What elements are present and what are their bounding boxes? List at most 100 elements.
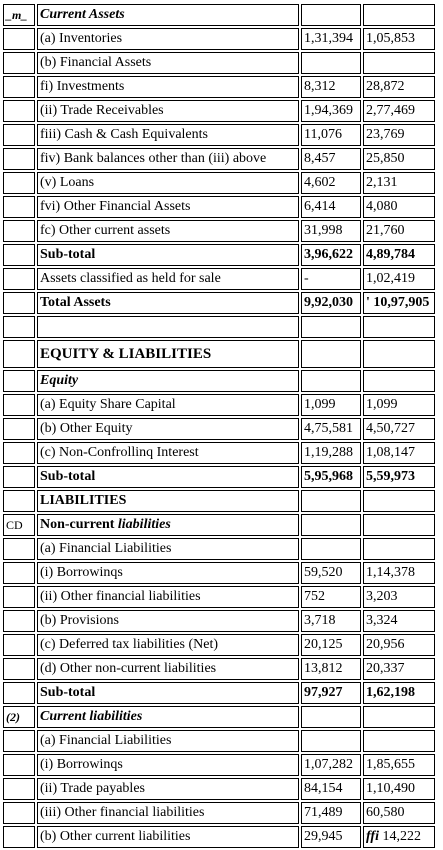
table-row: fi) Investments 8,312 28,872 — [3, 76, 435, 98]
table-row: (ii) Other financial liabilities 752 3,203 — [3, 586, 435, 608]
value-previous-year — [363, 706, 435, 728]
row-marker — [3, 658, 35, 680]
table-row: Sub-total 3,96,622 4,89,784 — [3, 244, 435, 266]
table-row: (b) Provisions 3,718 3,324 — [3, 610, 435, 632]
row-label: fiv) Bank balances other than (iii) abov… — [37, 148, 299, 170]
value-current-year — [301, 730, 361, 752]
row-label: (iii) Other financial liabilities — [37, 802, 299, 824]
value-previous-year: 1,14,378 — [363, 562, 435, 584]
value-current-year: 20,125 — [301, 634, 361, 656]
value-current-year: 3,718 — [301, 610, 361, 632]
value-current-year: 1,07,282 — [301, 754, 361, 776]
row-marker — [3, 562, 35, 584]
row-label: (a) Financial Liabilities — [37, 730, 299, 752]
value-current-year: 84,154 — [301, 778, 361, 800]
row-label: Sub-total — [37, 244, 299, 266]
value-previous-year — [363, 52, 435, 74]
table-row: (v) Loans 4,602 2,131 — [3, 172, 435, 194]
row-label: EQUITY & LIABILITIES — [37, 340, 299, 368]
value-previous-year: 20,956 — [363, 634, 435, 656]
value-previous-year — [363, 538, 435, 560]
value-current-year: 1,099 — [301, 394, 361, 416]
value-previous-year — [363, 4, 435, 26]
value-previous-year: 1,85,655 — [363, 754, 435, 776]
row-label: (a) Equity Share Capital — [37, 394, 299, 416]
table-row: (a) Financial Liabilities — [3, 730, 435, 752]
row-marker — [3, 730, 35, 752]
row-label: (c) Deferred tax liabilities (Net) — [37, 634, 299, 656]
value-current-year — [301, 340, 361, 368]
table-row: (a) Financial Liabilities — [3, 538, 435, 560]
value-previous-year: 2,131 — [363, 172, 435, 194]
table-row: _m_ Current Assets — [3, 4, 435, 26]
value-current-year — [301, 514, 361, 536]
table-row: (b) Other current liabilities 29,945 ffi 1… — [3, 826, 435, 848]
row-marker: (2) — [3, 706, 35, 728]
row-label: (ii) Other financial liabilities — [37, 586, 299, 608]
row-label: (b) Provisions — [37, 610, 299, 632]
value-current-year: 1,94,369 — [301, 100, 361, 122]
value-current-year: 29,945 — [301, 826, 361, 848]
value-previous-year: 1,10,490 — [363, 778, 435, 800]
row-marker — [3, 418, 35, 440]
row-label-part: Non-current — [40, 517, 118, 532]
table-row: fiv) Bank balances other than (iii) abov… — [3, 148, 435, 170]
row-marker — [3, 196, 35, 218]
row-marker — [3, 340, 35, 368]
row-marker — [3, 442, 35, 464]
table-row: Assets classified as held for sale -1,02,… — [3, 268, 435, 290]
value-previous-year: 25,850 — [363, 148, 435, 170]
row-label: LIABILITIES — [37, 490, 299, 512]
value-current-year: 11,076 — [301, 124, 361, 146]
row-marker — [3, 466, 35, 488]
row-marker — [3, 148, 35, 170]
row-label: (ii) Trade Receivables — [37, 100, 299, 122]
value-current-year — [301, 538, 361, 560]
row-marker — [3, 172, 35, 194]
row-marker — [3, 124, 35, 146]
row-label: fi) Investments — [37, 76, 299, 98]
value-previous-year: 60,580 — [363, 802, 435, 824]
row-label: (b) Other current liabilities — [37, 826, 299, 848]
row-label: Sub-total — [37, 466, 299, 488]
row-label: (ii) Trade payables — [37, 778, 299, 800]
row-marker — [3, 610, 35, 632]
value-current-year: 31,998 — [301, 220, 361, 242]
row-label: (b) Other Equity — [37, 418, 299, 440]
table-row: (a) Equity Share Capital 1,099 1,099 — [3, 394, 435, 416]
value-previous-year — [363, 514, 435, 536]
value-prefix: ffi — [366, 829, 379, 844]
value-current-year — [301, 490, 361, 512]
value-current-year: 8,457 — [301, 148, 361, 170]
row-marker — [3, 490, 35, 512]
value-current-year: 8,312 — [301, 76, 361, 98]
value-current-year: 4,75,581 — [301, 418, 361, 440]
row-marker — [3, 778, 35, 800]
value-current-year: - — [301, 268, 361, 290]
row-marker — [3, 634, 35, 656]
value-previous-year: 1,08,147 — [363, 442, 435, 464]
value-previous-year: 21,760 — [363, 220, 435, 242]
row-label: Non-current liabilities — [37, 514, 299, 536]
row-label: (d) Other non-current liabilities — [37, 658, 299, 680]
value-previous-year: 2,77,469 — [363, 100, 435, 122]
value-current-year — [301, 706, 361, 728]
value-current-year: 13,812 — [301, 658, 361, 680]
row-label: (b) Financial Assets — [37, 52, 299, 74]
value-previous-year — [363, 316, 435, 338]
row-marker — [3, 538, 35, 560]
value-current-year — [301, 52, 361, 74]
row-label-part: liabilities — [117, 517, 171, 532]
value-current-year: 752 — [301, 586, 361, 608]
row-label: fvi) Other Financial Assets — [37, 196, 299, 218]
value-previous-year — [363, 370, 435, 392]
row-marker — [3, 268, 35, 290]
table-row: CD Non-current liabilities — [3, 514, 435, 536]
row-label: Sub-total — [37, 682, 299, 704]
table-row: Equity — [3, 370, 435, 392]
row-marker — [3, 244, 35, 266]
value-previous-year — [363, 340, 435, 368]
balance-sheet-body: _m_ Current Assets (a) Inventories 1,31,394… — [3, 4, 435, 848]
row-marker — [3, 76, 35, 98]
row-label: (v) Loans — [37, 172, 299, 194]
